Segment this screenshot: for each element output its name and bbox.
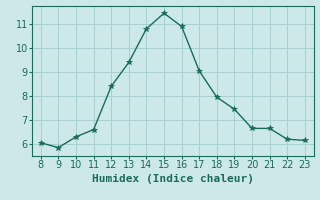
X-axis label: Humidex (Indice chaleur): Humidex (Indice chaleur) bbox=[92, 174, 254, 184]
